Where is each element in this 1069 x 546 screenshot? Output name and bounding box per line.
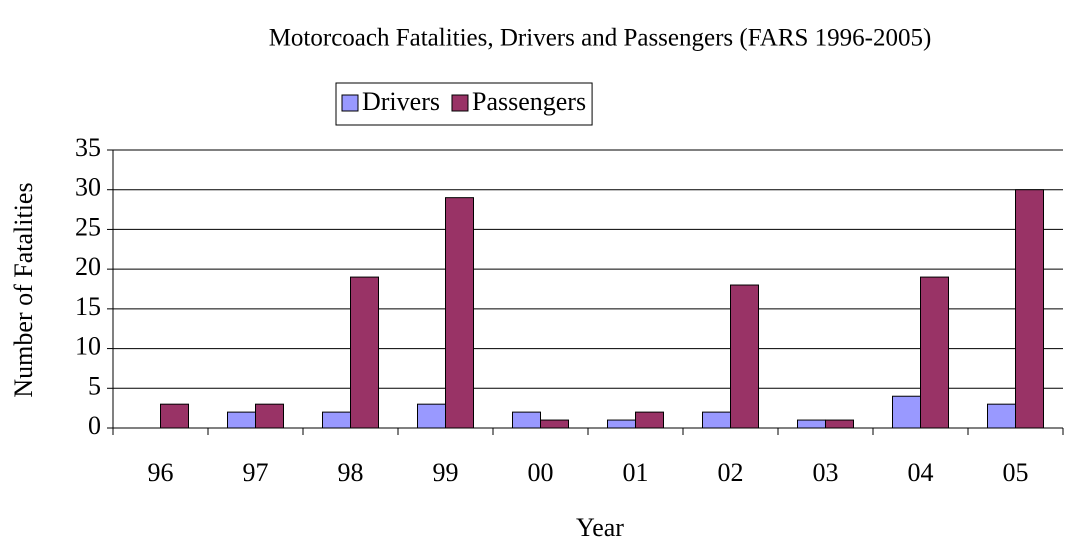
x-axis-label: Year: [576, 513, 624, 542]
bar: [540, 419, 569, 429]
x-tick-label: 00: [528, 458, 554, 487]
bar: [350, 276, 379, 429]
bar: [255, 403, 284, 429]
bar: [227, 411, 256, 429]
bar: [1015, 189, 1044, 429]
x-tick-label: 98: [338, 458, 364, 487]
legend-label: Drivers: [362, 87, 440, 116]
x-tick-label: 96: [148, 458, 174, 487]
bar: [160, 403, 189, 429]
bar: [920, 276, 949, 429]
x-tick-label: 03: [813, 458, 839, 487]
chart-title: Motorcoach Fatalities, Drivers and Passe…: [269, 25, 932, 52]
x-tick-label: 99: [433, 458, 459, 487]
x-tick-label: 04: [908, 458, 934, 487]
y-tick-label: 10: [75, 332, 101, 361]
y-tick-label: 25: [75, 212, 101, 241]
x-tick-label: 05: [1003, 458, 1029, 487]
bar: [797, 419, 826, 429]
bar: [702, 411, 731, 429]
legend-swatch: [451, 94, 469, 112]
bar: [987, 403, 1016, 429]
bar: [607, 419, 636, 429]
bar: [892, 395, 921, 429]
y-tick-label: 20: [75, 252, 101, 281]
bar: [417, 403, 446, 429]
y-axis-label: Number of Fatalities: [9, 182, 38, 397]
bar: [512, 411, 541, 429]
bar: [322, 411, 351, 429]
legend-label: Passengers: [472, 87, 586, 116]
y-tick-label: 15: [75, 292, 101, 321]
y-tick-label: 35: [75, 133, 101, 162]
legend-swatch: [341, 94, 359, 112]
bar: [445, 197, 474, 429]
bar: [730, 284, 759, 429]
y-tick-label: 0: [88, 411, 101, 440]
y-tick-label: 30: [75, 173, 101, 202]
y-tick-label: 5: [88, 371, 101, 400]
bar: [635, 411, 664, 429]
x-tick-label: 97: [243, 458, 269, 487]
x-tick-label: 02: [718, 458, 744, 487]
bar: [825, 419, 854, 429]
x-tick-label: 01: [623, 458, 649, 487]
